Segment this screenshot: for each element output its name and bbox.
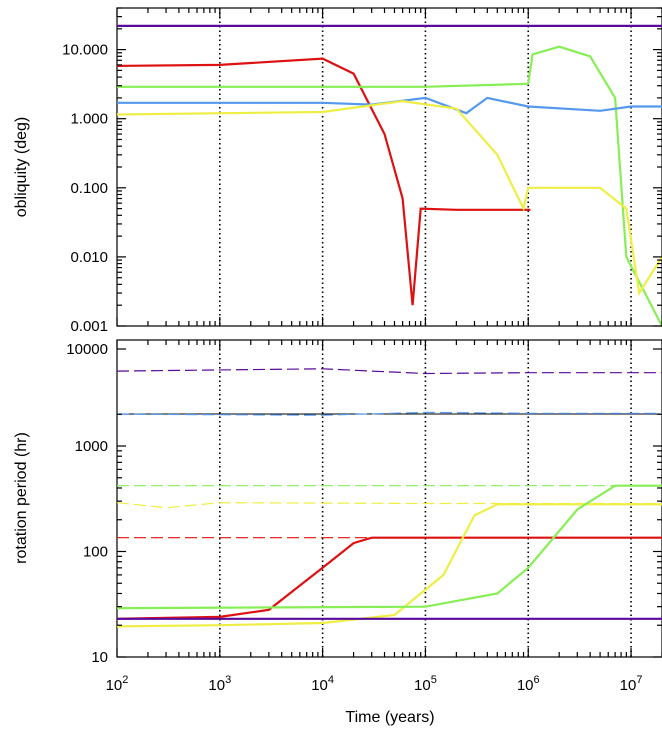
time-tick-label: 104 [311,674,334,694]
rotation-tick-label: 100 [83,544,108,561]
bottom-ticks [116,340,662,658]
obliquity-tick-label: 1.000 [70,111,108,128]
time-tick-label: 105 [414,674,437,694]
rotation-period-series [116,368,662,628]
y-axis-title-rotation: rotation period (hr) [13,432,30,564]
rotation-tick-labels: 10 100 1000 10000 [66,341,108,666]
obliquity-tick-label: 0.010 [70,249,108,266]
rotation-series-6 [116,503,662,628]
rotation-series-5 [116,536,662,620]
top-vertical-reference-lines [219,8,632,326]
bottom-panel-frame [116,339,662,658]
top-ticks [116,7,662,327]
top-panel-frame [116,7,662,327]
time-tick-label: 103 [208,674,231,694]
obliquity-tick-label: 10.000 [62,42,108,59]
bottom-vertical-reference-lines [219,340,632,657]
obliquity-tick-label: 0.001 [70,318,108,335]
obliquity-tick-labels: 0.001 0.010 0.100 1.000 10.000 [62,42,108,335]
obliquity-series-4 [116,99,662,297]
rotation-tick-label: 10 [91,649,108,666]
rotation-series-0 [116,368,662,375]
obliquity-series-3 [117,96,662,115]
rotation-tick-label: 1000 [75,438,108,455]
obliquity-series-1 [116,57,531,306]
obliquity-series [116,24,662,327]
x-axis-title: Time (years) [345,709,434,726]
obliquity-tick-label: 0.100 [70,180,108,197]
rotation-series-1 [116,411,662,416]
rotation-series-7 [116,484,662,610]
time-tick-label: 106 [517,674,540,694]
time-tick-labels: 102 103 104 105 106 107 [106,674,643,694]
time-tick-label: 102 [106,674,129,694]
time-tick-label: 107 [620,674,643,694]
obliquity-series-2 [117,45,662,327]
rotation-series-3 [116,502,662,509]
rotation-tick-label-upper: 10000 [66,341,108,358]
y-axis-title-obliquity: obliquity (deg) [13,117,30,218]
